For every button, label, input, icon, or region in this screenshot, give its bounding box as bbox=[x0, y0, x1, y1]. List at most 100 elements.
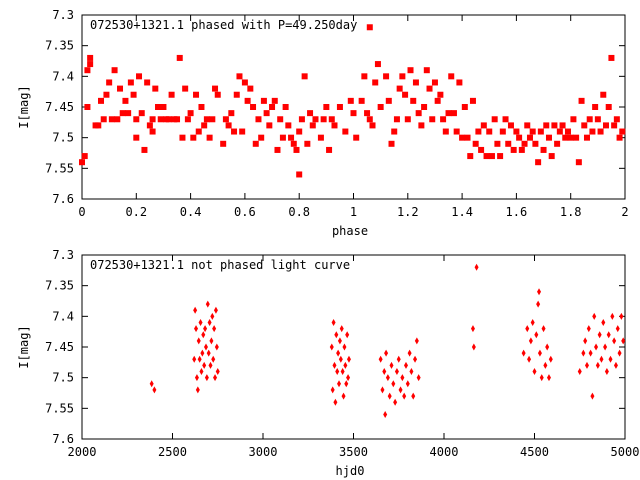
data-point bbox=[399, 73, 406, 80]
data-point bbox=[382, 368, 387, 376]
y-tick-label: 7.3 bbox=[52, 8, 74, 22]
x-axis-label: phase bbox=[332, 224, 368, 238]
x-tick-label: 1.2 bbox=[397, 205, 419, 219]
data-point bbox=[122, 97, 129, 104]
data-point bbox=[331, 318, 336, 326]
data-point bbox=[141, 146, 148, 153]
data-point bbox=[339, 325, 344, 333]
data-point bbox=[277, 116, 284, 123]
data-point bbox=[474, 263, 479, 271]
data-point bbox=[418, 122, 425, 129]
data-point bbox=[293, 146, 300, 153]
data-point bbox=[233, 91, 240, 98]
data-point bbox=[545, 134, 552, 141]
data-point bbox=[202, 361, 207, 369]
axis-ticks: 2000 2500 3000 3500 4000 4500 5000 7.3 7.35 7.4 7.… bbox=[45, 248, 639, 459]
data-point bbox=[222, 116, 229, 123]
data-point bbox=[103, 91, 110, 98]
data-point bbox=[494, 140, 501, 147]
y-tick-label: 7.5 bbox=[52, 371, 74, 385]
chart-title: 072530+1321.1 phased with P=49.250day bbox=[90, 18, 357, 32]
data-point bbox=[521, 349, 526, 357]
data-point bbox=[380, 386, 385, 394]
data-point bbox=[130, 91, 137, 98]
y-tick-label: 7.55 bbox=[45, 401, 74, 415]
data-point bbox=[341, 392, 346, 400]
data-point bbox=[187, 110, 194, 117]
data-point bbox=[282, 104, 289, 110]
data-point bbox=[353, 134, 360, 141]
data-point bbox=[193, 306, 198, 314]
data-point bbox=[320, 116, 327, 123]
data-point bbox=[535, 159, 542, 166]
data-point bbox=[236, 73, 243, 80]
data-point bbox=[387, 392, 392, 400]
data-point bbox=[437, 91, 444, 98]
data-point bbox=[182, 85, 189, 92]
data-point bbox=[383, 410, 388, 418]
data-point bbox=[95, 122, 102, 129]
data-point bbox=[471, 343, 476, 351]
y-tick-label: 7.6 bbox=[52, 432, 74, 446]
data-point bbox=[377, 104, 384, 110]
chart-title: 072530+1321.1 not phased light curve bbox=[90, 258, 350, 272]
data-point bbox=[445, 110, 452, 117]
data-point bbox=[469, 97, 476, 104]
data-point bbox=[483, 153, 490, 160]
data-point bbox=[200, 349, 205, 357]
data-point bbox=[573, 134, 580, 141]
data-point bbox=[464, 134, 471, 141]
data-point bbox=[556, 128, 563, 135]
y-tick-label: 7.35 bbox=[45, 39, 74, 53]
data-point bbox=[152, 386, 157, 394]
data-point bbox=[404, 116, 411, 123]
data-point bbox=[480, 122, 487, 129]
data-point bbox=[309, 122, 316, 129]
data-point bbox=[388, 140, 395, 147]
data-point bbox=[260, 97, 267, 104]
data-point bbox=[403, 361, 408, 369]
data-point bbox=[336, 104, 343, 110]
data-point bbox=[616, 134, 623, 141]
data-point bbox=[211, 355, 216, 363]
data-point bbox=[304, 140, 311, 147]
data-point bbox=[532, 368, 537, 376]
data-point bbox=[333, 398, 338, 406]
data-point bbox=[488, 153, 495, 160]
data-point bbox=[497, 153, 504, 160]
data-point bbox=[199, 368, 204, 376]
x-tick-label: 5000 bbox=[611, 445, 640, 459]
data-point bbox=[431, 79, 438, 86]
data-point bbox=[385, 97, 392, 104]
data-point bbox=[543, 361, 548, 369]
data-point bbox=[378, 355, 383, 363]
data-point bbox=[564, 128, 571, 135]
data-point bbox=[329, 343, 334, 351]
data-point bbox=[502, 116, 509, 123]
x-tick-label: 2500 bbox=[158, 445, 187, 459]
y-tick-label: 7.6 bbox=[52, 192, 74, 206]
data-point bbox=[79, 159, 85, 166]
data-point bbox=[108, 116, 115, 123]
data-point bbox=[155, 104, 162, 110]
data-point bbox=[577, 368, 582, 376]
y-tick-label: 7.4 bbox=[52, 69, 74, 83]
data-point bbox=[448, 73, 455, 80]
data-point bbox=[274, 146, 281, 153]
data-point bbox=[220, 140, 227, 147]
data-point bbox=[133, 134, 140, 141]
data-point bbox=[540, 146, 547, 153]
data-point bbox=[346, 374, 351, 382]
data-point bbox=[350, 110, 357, 117]
data-point bbox=[366, 116, 373, 123]
data-point bbox=[198, 318, 203, 326]
data-point bbox=[407, 67, 414, 74]
x-tick-label: 1.4 bbox=[451, 205, 473, 219]
data-point bbox=[213, 306, 218, 314]
data-point bbox=[206, 134, 213, 141]
data-point bbox=[296, 171, 303, 178]
data-point bbox=[328, 116, 335, 123]
data-point bbox=[290, 140, 297, 147]
data-point bbox=[149, 128, 156, 135]
data-point bbox=[84, 104, 91, 110]
